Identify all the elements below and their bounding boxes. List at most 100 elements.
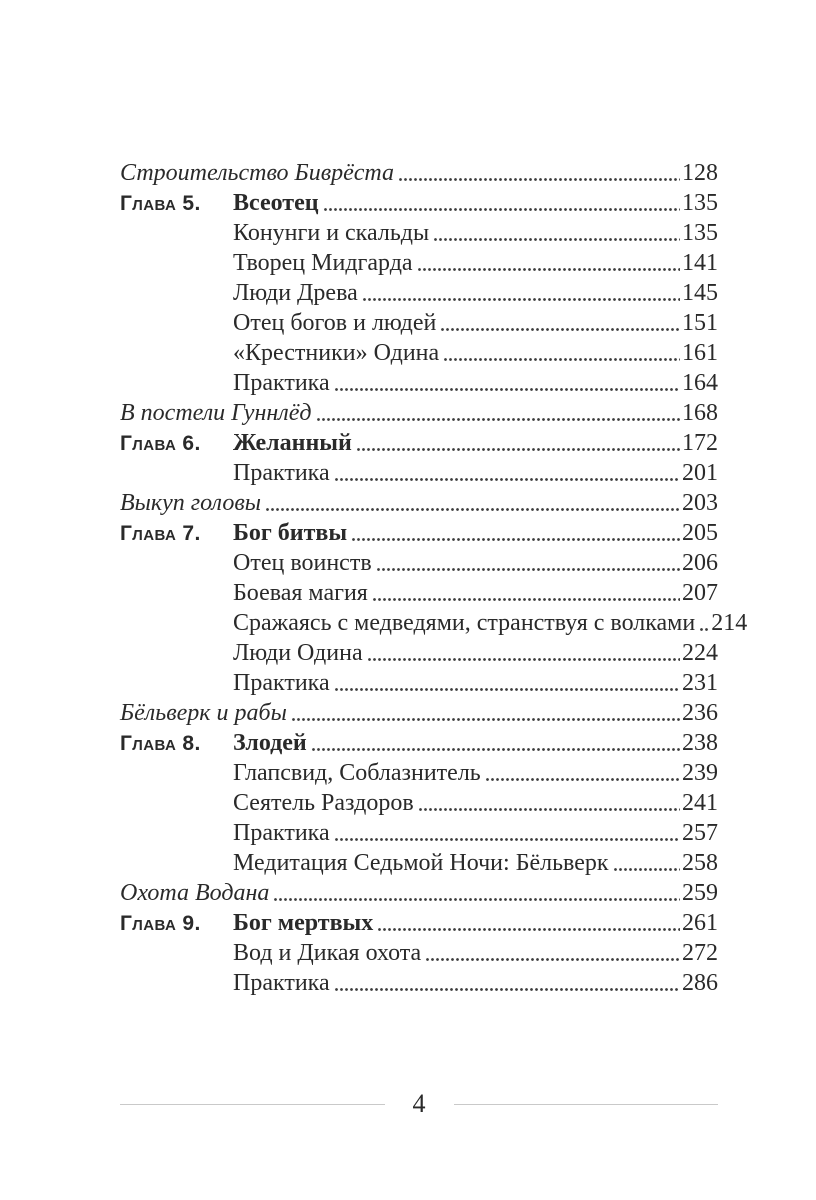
dot-leader [310,728,680,758]
chapter-label [120,368,233,398]
dot-leader [398,158,680,188]
toc-entry: Глава 5. Всеотец 135 [120,188,718,218]
footer-rule-right [453,1103,718,1105]
entry-title: Практика [233,670,330,696]
entry-page-number: 272 [682,940,718,966]
entry-title: Отец богов и людей [233,310,437,336]
chapter-label [120,758,233,788]
dot-leader [333,458,680,488]
entry-page-number: 214 [711,610,748,636]
entry-title: Бёльверк и рабы [120,700,287,726]
toc-entry: Глава 8. Злодей 238 [120,728,718,758]
dot-leader [425,938,680,968]
chapter-label [120,938,233,968]
dot-leader [315,398,680,428]
dot-leader [290,698,680,728]
entry-page-number: 238 [682,730,718,756]
toc-entry: Бёльверк и рабы 236 [120,698,718,728]
dot-leader [351,518,680,548]
entry-page-number: 207 [682,580,718,606]
dot-leader [443,338,680,368]
dot-leader [333,818,680,848]
chapter-label [120,638,233,668]
toc-entry: Глава 9. Бог мертвых 261 [120,908,718,938]
dot-leader [377,908,680,938]
entry-page-number: 259 [682,880,718,906]
entry-page-number: 201 [682,460,718,486]
entry-page-number: 257 [682,820,718,846]
entry-page-number: 241 [682,790,718,816]
toc-entry: Сражаясь с медведями, странствуя с волка… [120,608,747,638]
toc-entry: Творец Мидгарда 141 [120,248,718,278]
dot-leader [417,788,680,818]
dot-leader [440,308,680,338]
chapter-label: Глава 5. [120,192,201,215]
toc-entry: Глава 6. Желанный 172 [120,428,718,458]
footer-rule-left [120,1103,385,1105]
chapter-label [120,458,233,488]
entry-title: Злодей [233,730,307,756]
chapter-label: Глава 7. [120,522,201,545]
entry-page-number: 161 [682,340,718,366]
dot-leader [612,848,680,878]
dot-leader [333,968,680,998]
toc-entry: Боевая магия 207 [120,578,718,608]
entry-title: Конунги и скальды [233,220,430,246]
chapter-label [120,278,233,308]
page-number: 4 [412,1089,426,1118]
toc-entry: Строительство Биврёста 128 [120,158,718,188]
chapter-label [120,968,233,998]
toc-entry: Практика 201 [120,458,718,488]
entry-page-number: 145 [682,280,718,306]
toc-entry: В постели Гуннлёд 168 [120,398,718,428]
dot-leader [484,758,680,788]
entry-title: «Крестники» Одина [233,340,440,366]
toc-entry: Практика 257 [120,818,718,848]
chapter-label [120,578,233,608]
entry-title: Глапсвид, Соблазнитель [233,760,481,786]
entry-title: Отец воинств [233,550,372,576]
toc-entry: Сеятель Раздоров 241 [120,788,718,818]
dot-leader [322,188,680,218]
entry-page-number: 224 [682,640,718,666]
entry-title: Практика [233,820,330,846]
dot-leader [366,638,680,668]
toc-entry: Глава 7. Бог битвы 205 [120,518,718,548]
toc-entry: Люди Древа 145 [120,278,718,308]
toc-entry: Охота Водана 259 [120,878,718,908]
entry-page-number: 239 [682,760,718,786]
toc-entry: Глапсвид, Соблазнитель 239 [120,758,718,788]
entry-title: Практика [233,370,330,396]
chapter-label [120,818,233,848]
entry-title: Сражаясь с медведями, странствуя с волка… [233,610,696,636]
toc-entry: Практика 286 [120,968,718,998]
dot-leader [416,248,680,278]
entry-title: Сеятель Раздоров [233,790,414,816]
entry-page-number: 164 [682,370,718,396]
table-of-contents: Строительство Биврёста 128 Глава 5. Всеотец… [120,158,747,998]
dot-leader [333,368,680,398]
toc-entry: Медитация Седьмой Ночи: Бёльверк 258 [120,848,718,878]
toc-entry: Практика 164 [120,368,718,398]
toc-entry: Отец богов и людей 151 [120,308,718,338]
entry-page-number: 261 [682,910,718,936]
entry-title: Желанный [233,430,352,456]
entry-page-number: 151 [682,310,718,336]
entry-title: Вод и Дикая охота [233,940,422,966]
chapter-label [120,608,233,638]
entry-title: В постели Гуннлёд [120,400,312,426]
entry-title: Медитация Седьмой Ночи: Бёльверк [233,850,609,876]
chapter-label [120,218,233,248]
entry-title: Выкуп головы [120,490,261,516]
entry-page-number: 135 [682,220,718,246]
entry-title: Бог битвы [233,520,348,546]
chapter-label [120,338,233,368]
toc-entry: Вод и Дикая охота 272 [120,938,718,968]
toc-entry: Люди Одина 224 [120,638,718,668]
entry-page-number: 206 [682,550,718,576]
chapter-label: Глава 9. [120,912,201,935]
toc-entry: Практика 231 [120,668,718,698]
entry-title: Творец Мидгарда [233,250,413,276]
entry-page-number: 286 [682,970,718,996]
